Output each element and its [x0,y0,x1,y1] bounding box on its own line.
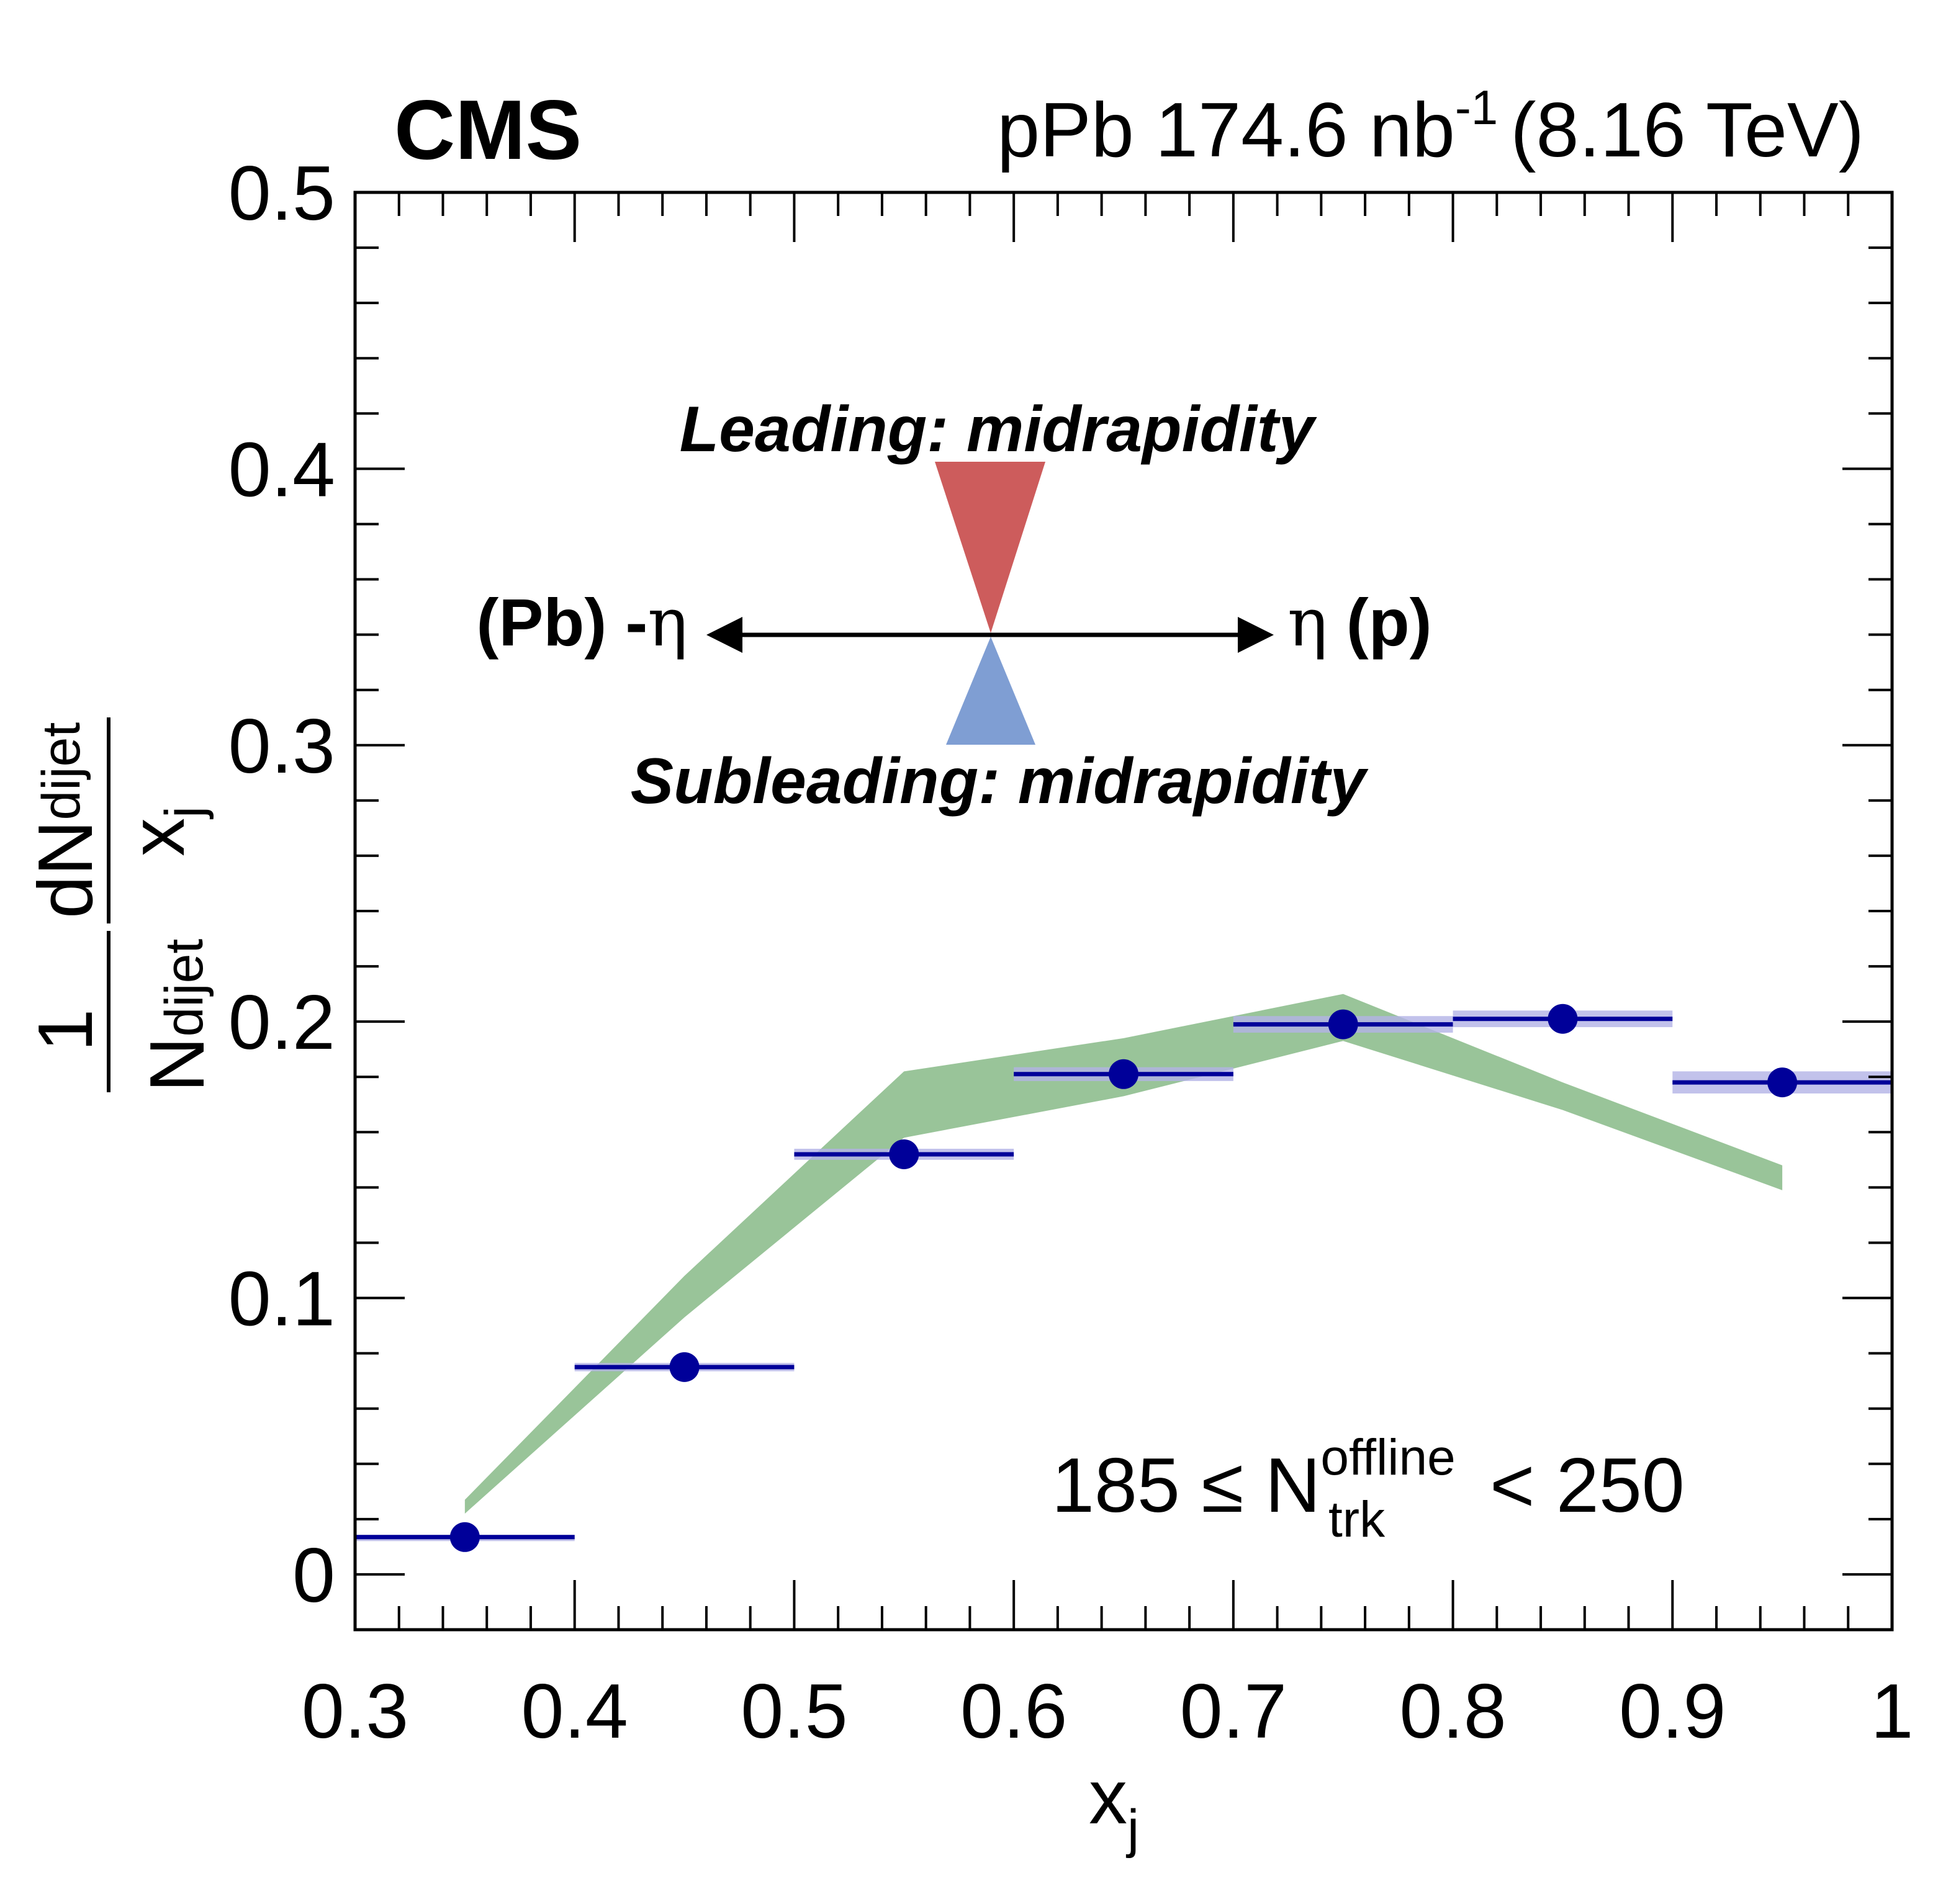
multiplicity-suffix: < 250 [1490,1443,1685,1529]
lumi-suffix: (8.16 TeV) [1510,88,1864,173]
x-tick-label: 0.3 [302,1669,408,1754]
y-tick-label: 0.5 [228,151,335,236]
y-title-denominator-sub: j [155,806,214,820]
multiplicity-label: 185 ≤ Noffline trk < 250 [1052,1429,1685,1548]
y-tick-labels: 0 0.1 0.2 0.3 0.4 0.5 [228,151,335,1619]
right-arrow-label-symbol: η [1287,584,1328,662]
data-point-1 [669,1352,700,1382]
leading-label: Leading: midrapidity [680,393,1318,465]
left-arrow-head [706,617,742,653]
y-title-denominator-main: x [115,818,201,856]
data-point-3 [1109,1059,1138,1089]
left-arrow-label: (Pb) -η [476,584,688,662]
subleading-label: Subleading: midrapidity [631,745,1369,817]
lumi-label: pPb 174.6 nb-1 (8.16 TeV) [997,80,1864,173]
x-tick-label: 0.7 [1180,1669,1287,1754]
lumi-exponent: -1 [1455,80,1498,135]
left-arrow-label-prefix: (Pb) - [476,585,647,660]
y-title-normalization-main: N [135,1036,220,1092]
multiplicity-prefix: 185 ≤ N [1052,1443,1320,1529]
y-tick-label: 0.2 [228,980,335,1066]
data-point-0 [449,1522,480,1552]
y-title-bar-left [107,931,110,1092]
data-point-6 [1767,1067,1798,1098]
right-arrow-head [1238,617,1274,653]
x-axis-title-main: x [1089,1754,1127,1840]
leading-cone [935,462,1045,633]
x-tick-label: 0.6 [960,1669,1067,1754]
x-tick-label: 0.4 [521,1669,628,1754]
y-axis-title: 1 Ndijet dNdijet xj [23,717,220,1092]
y-title-denominator: xj [115,806,214,856]
right-arrow-label: η (p) [1287,584,1432,662]
y-title-normalization-sub: dijet [155,939,214,1037]
x-tick-label: 0.5 [741,1669,847,1754]
experiment-label: CMS [394,83,582,177]
subleading-cone [946,637,1035,745]
right-arrow-label-suffix: (p) [1328,585,1432,660]
multiplicity-sub: trk [1328,1491,1386,1548]
lumi-prefix: pPb 174.6 nb [997,88,1455,173]
x-axis-title-sub: j [1125,1799,1139,1859]
x-tick-labels: 0.3 0.4 0.5 0.6 0.7 0.8 0.9 1 [302,1669,1914,1754]
y-tick-label: 0 [292,1533,335,1619]
left-arrow-label-symbol: η [647,584,688,662]
y-title-numerator: dNdijet [23,722,109,918]
y-title-one: 1 [23,1009,109,1052]
y-tick-label: 0.3 [228,704,335,789]
y-tick-label: 0.4 [228,427,335,513]
x-tick-label: 1 [1871,1669,1914,1754]
points-layer [355,1004,1892,1552]
y-title-numerator-main: dN [23,820,109,918]
model-band [464,994,1783,1514]
axes-layer [353,191,1894,1632]
data-point-4 [1328,1009,1358,1040]
multiplicity-sup: offline [1320,1429,1455,1486]
y-title-normalization: Ndijet [135,939,220,1092]
data-point-2 [889,1139,919,1169]
y-title-bar-right [107,717,110,923]
y-title-numerator-sub: dijet [32,722,91,820]
data-point-5 [1548,1004,1578,1034]
x-axis-title: xj [1089,1754,1139,1859]
band-layer [464,994,1783,1514]
x-tick-label: 0.9 [1619,1669,1726,1754]
x-tick-label: 0.8 [1399,1669,1506,1754]
y-tick-label: 0.1 [228,1257,335,1342]
